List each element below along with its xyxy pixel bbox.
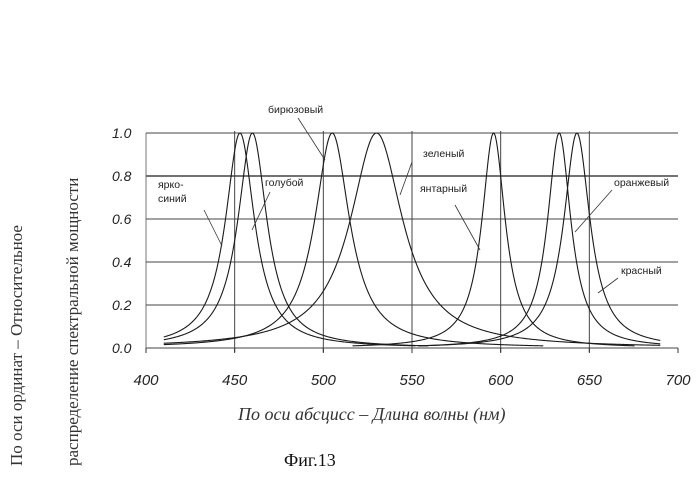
- y-axis-title-line1: По оси ординат – Относительное: [7, 225, 26, 466]
- series-leader-line: [400, 162, 412, 195]
- x-tick-label: 500: [311, 372, 337, 389]
- spectral-curve-7: [418, 133, 660, 346]
- spectral-curve-6: [418, 133, 660, 346]
- chart-grid: [146, 131, 678, 353]
- spectral-curve-2: [164, 133, 428, 346]
- x-tick-label: 600: [488, 372, 514, 389]
- y-tick-label: 0.0: [112, 340, 132, 356]
- x-tick-label: 400: [133, 372, 159, 389]
- x-tick-label: 450: [222, 372, 248, 389]
- series-label: ярко-: [158, 179, 184, 191]
- spectral-curve-1: [164, 133, 416, 346]
- series-leader-line: [575, 190, 612, 232]
- y-tick-label: 0.8: [112, 168, 132, 184]
- spectral-curve-3: [164, 133, 544, 346]
- series-label: синий: [158, 193, 187, 205]
- x-tick-label: 700: [665, 372, 691, 389]
- chart-tick-labels: 0.0 0.2 0.4 0.6 0.8 1.0 400 450 500 550 600 650 700: [112, 125, 691, 389]
- series-label: красный: [621, 265, 662, 277]
- series-label: зеленый: [423, 148, 464, 160]
- series-label: бирюзовый: [268, 104, 323, 116]
- y-tick-label: 0.4: [112, 254, 132, 270]
- series-leader-line: [298, 118, 325, 160]
- y-tick-label: 1.0: [112, 125, 132, 141]
- series-label: янтарный: [420, 183, 467, 195]
- series-leader-line: [204, 210, 222, 246]
- series-label: голубой: [265, 177, 304, 189]
- x-tick-label: 550: [399, 372, 425, 389]
- y-tick-label: 0.2: [112, 297, 132, 313]
- y-axis-title-line2: распределение спектральной мощности: [63, 178, 82, 466]
- x-tick-label: 650: [577, 372, 603, 389]
- series-leader-line: [455, 205, 480, 250]
- y-tick-label: 0.6: [112, 211, 132, 227]
- x-axis-title: По оси абсцисс – Длина волны (нм): [237, 404, 506, 425]
- figure-caption: Фиг.13: [284, 450, 336, 470]
- series-label: оранжевый: [614, 177, 669, 189]
